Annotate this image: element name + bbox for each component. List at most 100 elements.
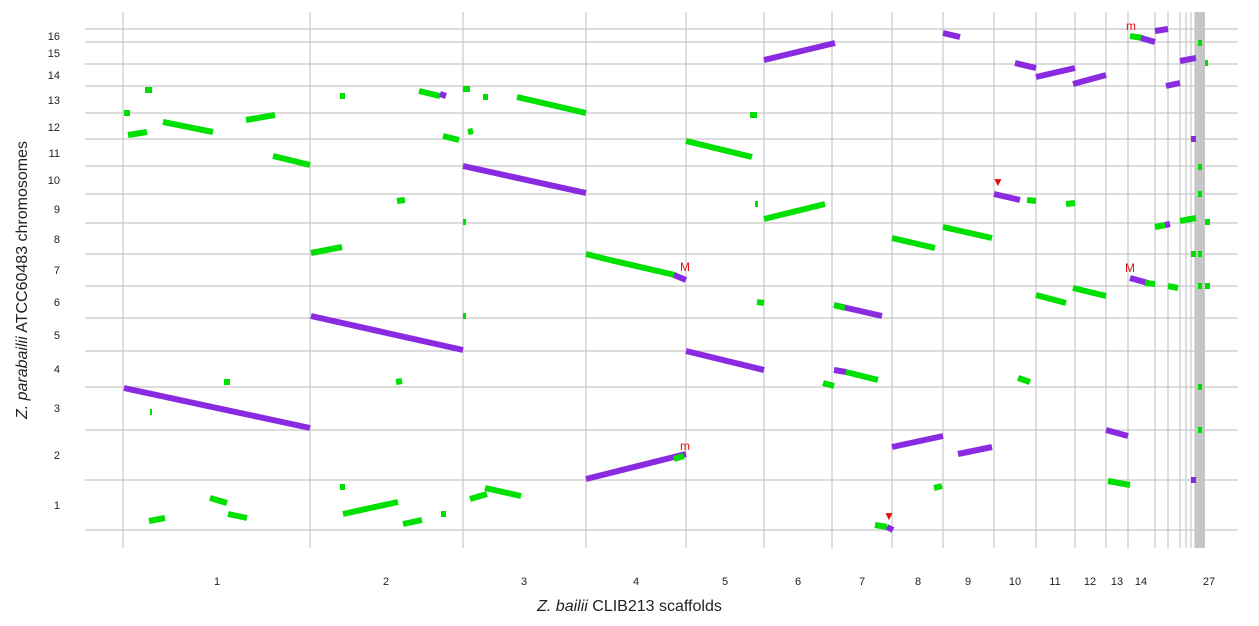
small-scaffolds-block	[1196, 12, 1205, 548]
segment-green-35	[585, 251, 611, 263]
x-tick-label: 1	[214, 576, 220, 588]
segment-green-10	[245, 112, 276, 123]
x-tick-label: 10	[1009, 576, 1021, 588]
segment-green-36	[609, 257, 676, 278]
x-tick-label: 4	[633, 576, 639, 588]
segment-green-7	[148, 515, 166, 524]
segment-green-75	[1154, 222, 1166, 230]
y-tick-label: 3	[54, 403, 60, 415]
segment-purple-57	[957, 444, 993, 457]
segment-purple-65	[1072, 72, 1107, 87]
segment-green-46	[833, 302, 846, 311]
segment-green-54	[933, 483, 943, 491]
segment-green-52	[891, 235, 936, 251]
segment-purple-33	[585, 451, 687, 482]
segment-green-79	[1179, 215, 1197, 224]
segment-green-29	[516, 94, 587, 116]
segment-green-74	[1167, 283, 1179, 291]
segment-green-66	[1072, 285, 1107, 299]
x-tick-label: 6	[795, 576, 801, 588]
segment-purple-58	[993, 191, 1021, 203]
y-tick-label: 13	[48, 95, 60, 107]
segment-purple-55	[942, 30, 961, 40]
segment-purple-76	[1164, 221, 1171, 228]
x-tick-label: 3	[521, 576, 527, 588]
segment-green-56	[942, 224, 993, 241]
x-axis-title-rest: CLIB213 scaffolds	[592, 598, 722, 615]
annotation-marker: m	[680, 439, 690, 453]
segment-green-44	[763, 201, 826, 222]
segment-purple-73	[1154, 26, 1169, 34]
segment-green-61	[1017, 375, 1031, 385]
segment-purple-37	[672, 272, 688, 283]
segment-green-9	[227, 511, 248, 521]
x-tick-label: 5	[722, 576, 728, 588]
segment-green-8	[209, 495, 228, 506]
segment-purple-47	[833, 367, 847, 375]
annotation-marker: m	[1126, 19, 1136, 33]
segment-green-42	[756, 299, 765, 306]
y-tick-label: 8	[54, 234, 60, 246]
segment-purple-22	[439, 91, 447, 99]
segment-green-18	[395, 378, 403, 385]
y-tick-label: 2	[54, 450, 60, 462]
x-tick-labels: 1 2 3 4 5 6 7 8 9 10 11 12 13 14 27	[214, 576, 1215, 588]
segment-green-19	[402, 517, 423, 527]
x-axis-title-species: Z. bailii	[537, 598, 588, 615]
annotations: Mm Mm ▼ ▼	[680, 19, 1136, 523]
segment-green-30	[469, 491, 488, 502]
segment-purple-78	[1179, 55, 1197, 64]
segment-green-16	[342, 499, 399, 517]
synteny-segments	[123, 26, 1210, 533]
x-tick-label: 14	[1135, 576, 1147, 588]
x-tick-label: 2	[383, 576, 389, 588]
segment-green-11	[272, 153, 311, 168]
segment-green-50	[874, 522, 888, 530]
segment-green-71	[1129, 33, 1144, 41]
segment-green-17	[396, 197, 406, 204]
segment-green-2	[127, 129, 148, 138]
y-tick-label: 4	[54, 364, 60, 376]
y-tick-label: 15	[48, 48, 60, 60]
segment-purple-67	[1105, 427, 1129, 439]
segment-purple-77	[1165, 80, 1181, 89]
segment-green-34	[673, 453, 685, 462]
x-tick-label: 27	[1203, 576, 1215, 588]
segment-purple-43	[763, 40, 836, 63]
segment-purple-62	[1035, 65, 1076, 80]
segment-green-4	[162, 119, 214, 135]
segment-purple-25	[462, 163, 587, 196]
segment-green-63	[1035, 292, 1067, 306]
segment-green-13	[310, 244, 343, 256]
y-tick-label: 5	[54, 330, 60, 342]
y-tick-label: 16	[48, 31, 60, 43]
segment-green-23	[442, 133, 460, 143]
annotation-marker: ▼	[883, 509, 895, 523]
y-tick-label: 12	[48, 122, 60, 134]
y-tick-label: 14	[48, 70, 60, 82]
segment-purple-69	[1129, 275, 1149, 286]
segment-purple-12	[310, 313, 464, 353]
segment-green-68	[1107, 478, 1131, 488]
x-tick-label: 13	[1111, 576, 1123, 588]
x-axis-title: Z. bailii CLIB213 scaffolds	[0, 598, 1259, 616]
segment-green-49	[822, 380, 835, 389]
x-tick-label: 9	[965, 576, 971, 588]
segment-green-27	[467, 128, 474, 135]
x-tick-label: 7	[859, 576, 865, 588]
segment-purple-60	[1014, 60, 1037, 71]
x-tick-label: 8	[915, 576, 921, 588]
annotation-marker: M	[1125, 261, 1135, 275]
annotation-marker: ▼	[992, 175, 1004, 189]
y-tick-label: 11	[49, 148, 60, 160]
segment-green-64	[1065, 200, 1076, 207]
segment-green-39	[685, 138, 753, 160]
y-tick-label: 6	[54, 297, 60, 309]
segment-green-48	[845, 369, 879, 383]
segment-green-21	[418, 88, 441, 99]
segment-purple-53	[891, 433, 944, 450]
grid-lines	[85, 12, 1238, 548]
segment-green-59	[1026, 197, 1037, 204]
